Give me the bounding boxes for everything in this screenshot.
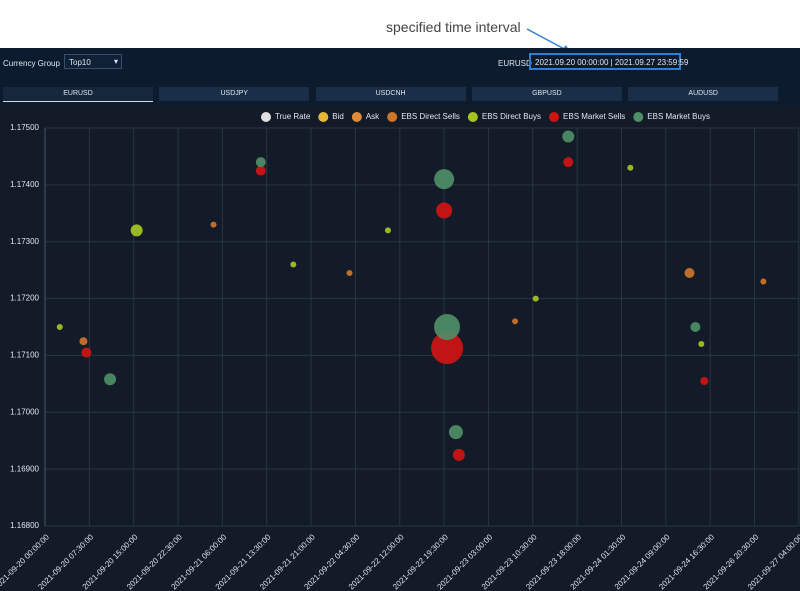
trade-marker [255, 157, 266, 168]
y-tick-label: 1.17000 [10, 407, 39, 416]
trade-marker [452, 448, 465, 461]
trade-marker [698, 341, 705, 348]
trade-marker [563, 157, 574, 168]
legend-swatch [261, 112, 271, 122]
legend-label: Ask [366, 112, 380, 121]
y-tick-label: 1.17300 [10, 237, 39, 246]
legend-label: Bid [332, 112, 344, 121]
trade-marker [431, 332, 464, 365]
legend-swatch [633, 112, 644, 122]
currency-tab[interactable]: AUDUSD [628, 87, 779, 101]
trade-marker [448, 425, 463, 440]
trade-marker [627, 164, 634, 171]
trade-marker [79, 337, 88, 346]
legend-swatch [549, 112, 560, 122]
trade-marker [434, 314, 461, 340]
trade-marker [436, 202, 453, 219]
legend-label: EBS Direct Buys [482, 112, 541, 121]
legend-swatch [318, 112, 329, 122]
y-tick-label: 1.17400 [10, 180, 39, 189]
legend-label: EBS Market Sells [563, 112, 625, 121]
trade-marker [290, 261, 297, 268]
y-tick-label: 1.16800 [10, 521, 39, 530]
trade-marker [384, 227, 391, 234]
toolbar: Currency Group Top10 EURUSD 2021.09.20 0… [0, 48, 800, 78]
currency-group-label: Currency Group [3, 59, 60, 68]
currency-group-select[interactable]: Top10 [64, 54, 122, 69]
trade-marker [56, 324, 63, 330]
plot-area [57, 131, 767, 461]
trade-marker [81, 347, 92, 358]
trade-marker [104, 373, 117, 386]
trade-marker [346, 269, 353, 276]
trade-marker [532, 295, 539, 302]
currency-tab[interactable]: USDJPY [159, 87, 310, 101]
currency-tab[interactable]: GBPUSD [471, 87, 622, 101]
y-tick-label: 1.17200 [10, 294, 39, 303]
legend-label: EBS Direct Sells [401, 112, 460, 121]
pair-label: EURUSD [498, 59, 532, 68]
y-tick-label: 1.16900 [10, 464, 39, 473]
trade-marker [512, 318, 519, 325]
top-strip: specified time interval [0, 0, 800, 53]
trade-marker [760, 278, 767, 285]
currency-tab[interactable]: USDCNH [315, 87, 466, 101]
trade-marker [210, 221, 217, 228]
chart: 1.16800 1.16900 1.17000 1.17100 1.17200 1.173… [0, 106, 800, 591]
currency-tab[interactable]: EURUSD [3, 87, 153, 102]
trade-marker [690, 322, 701, 332]
trade-marker [684, 267, 695, 278]
time-range[interactable]: 2021.09.20 00:00:00 | 2021.09.27 23:59:5… [529, 53, 688, 70]
tab-bar: EURUSD USDJPY USDCNH GBPUSD AUDUSD [0, 78, 800, 106]
y-tick-label: 1.17100 [10, 351, 39, 360]
legend-swatch [467, 112, 478, 122]
annotation: specified time interval [386, 19, 521, 35]
trade-marker [562, 130, 575, 143]
trade-marker [130, 224, 143, 237]
y-tick-label: 1.17500 [10, 123, 39, 132]
legend-label: True Rate [275, 112, 311, 121]
legend-swatch [351, 112, 362, 122]
trade-marker [434, 169, 455, 190]
trade-marker [255, 165, 266, 176]
trade-marker [700, 377, 709, 386]
legend-swatch [387, 112, 398, 122]
legend-label: EBS Market Buys [647, 112, 710, 121]
